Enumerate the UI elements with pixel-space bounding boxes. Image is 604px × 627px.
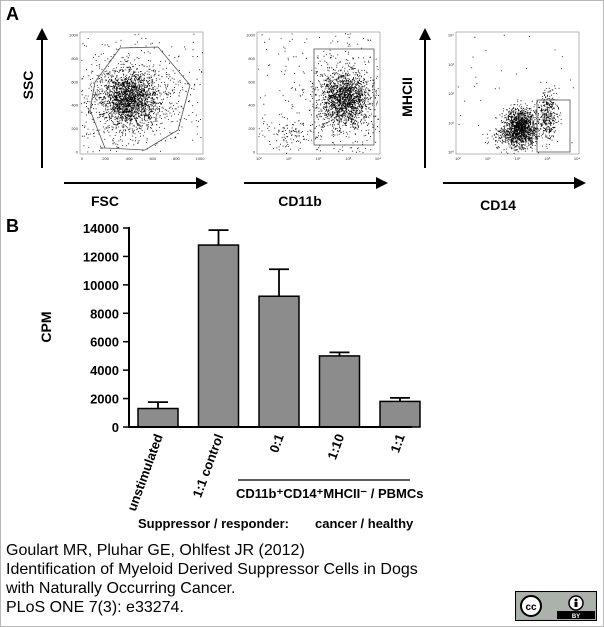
category-label: unstimulated [124, 432, 166, 513]
flow-tick-label: 600 [149, 156, 156, 161]
bar-chart-ylabel: CPM [38, 311, 54, 342]
panel-a-label: A [6, 4, 19, 24]
flow-tick-label: 10⁰ [256, 156, 262, 161]
flow-tick-label: 0 [253, 150, 256, 155]
plot3-events [457, 34, 574, 154]
y-tick-label: 10000 [83, 278, 119, 293]
flow-tick-label: 10³ [345, 156, 351, 161]
flow-tick-label: 800 [71, 56, 78, 61]
plot2-events [258, 33, 380, 154]
plot2-y-ticks: 1000 800 600 400 200 0 [246, 33, 256, 155]
plot1-x-ticks: 0 200 400 600 800 1000 [81, 156, 205, 161]
plot3-gate [536, 99, 571, 153]
group-label: CD11b⁺CD14⁺MHCII⁻ / PBMCs [236, 486, 423, 501]
flow-tick-label: 10⁴ [375, 156, 381, 161]
plot2-x-ticks: 10⁰ 10¹ 10² 10³ 10⁴ [256, 156, 381, 161]
suppressor-responder-label: Suppressor / responder: [138, 516, 289, 531]
plot3-x-arrowhead [574, 177, 586, 189]
flow-tick-label: 200 [102, 156, 109, 161]
flow-tick-label: 0 [81, 156, 84, 161]
bar-chart: 0 2000 4000 6000 8000 10000 12000 14000 unstimu… [38, 221, 423, 531]
plot3-y-arrowhead [419, 28, 431, 40]
cancer-healthy-label: cancer / healthy [315, 516, 414, 531]
bar [197, 244, 240, 428]
plot3-y-ticks: 10⁴ 10³ 10² 10¹ 10⁰ [448, 33, 455, 155]
cc-circle-icon [520, 595, 542, 617]
flow-tick-label: 800 [173, 156, 180, 161]
flow-tick-label: 10⁰ [448, 150, 454, 155]
flow-tick-label: 1000 [246, 33, 256, 38]
flow-tick-label: 0 [76, 150, 79, 155]
citation-line-1: Goulart MR, Pluhar GE, Ohlfest JR (2012) [6, 542, 305, 559]
plot1-x-arrowhead [196, 177, 208, 189]
flow-tick-label: 10² [448, 91, 454, 96]
flow-tick-label: 10⁰ [455, 156, 461, 161]
bar [379, 400, 421, 428]
flow-tick-label: 1000 [69, 33, 79, 38]
cc-text: cc [525, 602, 537, 613]
citation-line-4: PLoS ONE 7(3): e33274. [6, 599, 184, 616]
bar [137, 407, 179, 428]
flow-tick-label: 10¹ [448, 120, 454, 125]
flow-tick-label: 1000 [196, 156, 206, 161]
y-tick-label: 14000 [83, 221, 119, 236]
flow-tick-label: 10¹ [286, 156, 292, 161]
plot1-xlabel: FSC [91, 193, 119, 209]
cc-by-badge-graphic: cc BY [517, 593, 595, 619]
flow-tick-label: 10⁴ [574, 156, 580, 161]
flow-plot-cd11b: 10⁰ 10¹ 10² 10³ 10⁴ 1000 800 600 400 200 0 CD11b [244, 31, 388, 209]
bar [258, 295, 300, 428]
plot2-gate [313, 48, 375, 146]
plot1-ylabel: SSC [20, 71, 36, 100]
y-tick-label: 4000 [90, 363, 119, 378]
flow-tick-label: 10¹ [485, 156, 491, 161]
bar-chart-error-bars [148, 229, 410, 409]
bar [318, 355, 361, 428]
plot2-x-arrowhead [376, 177, 388, 189]
flow-tick-label: 600 [71, 79, 78, 84]
flow-tick-label: 10³ [448, 62, 454, 67]
flow-plot-cd14-mhcii: 10⁰ 10¹ 10² 10³ 10⁴ 10⁴ 10³ 10² 10¹ 10⁰ MHCII CD… [399, 28, 586, 213]
citation-line-3: with Naturally Occurring Cancer. [6, 580, 236, 597]
flow-tick-label: 200 [248, 126, 255, 131]
y-tick-label: 6000 [90, 335, 119, 350]
by-text: BY [572, 614, 580, 619]
plot1-y-ticks: 1000 800 600 400 200 0 [69, 33, 79, 155]
flow-tick-label: 600 [248, 79, 255, 84]
plot3-ylabel: MHCII [399, 77, 415, 117]
flow-tick-label: 10² [316, 156, 322, 161]
bar-chart-y-ticks: 0 2000 4000 6000 8000 10000 12000 14000 [83, 221, 129, 435]
y-tick-label: 8000 [90, 306, 119, 321]
plot1-events [81, 33, 203, 153]
flow-tick-label: 400 [126, 156, 133, 161]
y-tick-label: 0 [112, 420, 119, 435]
plot1-y-arrowhead [36, 28, 48, 40]
flow-tick-label: 10⁴ [448, 33, 454, 38]
category-label: 1:10 [324, 432, 347, 462]
plot2-xlabel: CD11b [278, 193, 322, 209]
flow-tick-label: 200 [71, 126, 78, 131]
category-label: 1:1 control [189, 432, 226, 500]
panel-b-label: B [6, 216, 19, 236]
plot1-gate [89, 46, 191, 151]
category-label: 1:1 [387, 432, 408, 455]
flow-tick-label: 10³ [544, 156, 550, 161]
y-tick-label: 2000 [90, 392, 119, 407]
y-tick-label: 12000 [83, 249, 119, 264]
citation-line-2: Identification of Myeloid Derived Suppre… [6, 561, 418, 578]
flow-tick-label: 400 [71, 103, 78, 108]
flow-tick-label: 400 [248, 103, 255, 108]
plot3-x-ticks: 10⁰ 10¹ 10² 10³ 10⁴ [455, 156, 580, 161]
cc-by-icon: cc BY [515, 591, 597, 621]
category-label: 0:1 [266, 432, 287, 455]
plot3-xlabel: CD14 [480, 197, 516, 213]
flow-tick-label: 800 [248, 56, 255, 61]
flow-tick-label: 10² [515, 156, 521, 161]
